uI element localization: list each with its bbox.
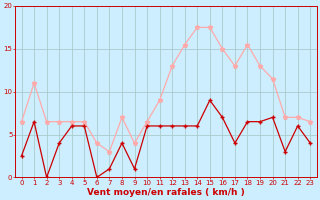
X-axis label: Vent moyen/en rafales ( km/h ): Vent moyen/en rafales ( km/h ) xyxy=(87,188,245,197)
